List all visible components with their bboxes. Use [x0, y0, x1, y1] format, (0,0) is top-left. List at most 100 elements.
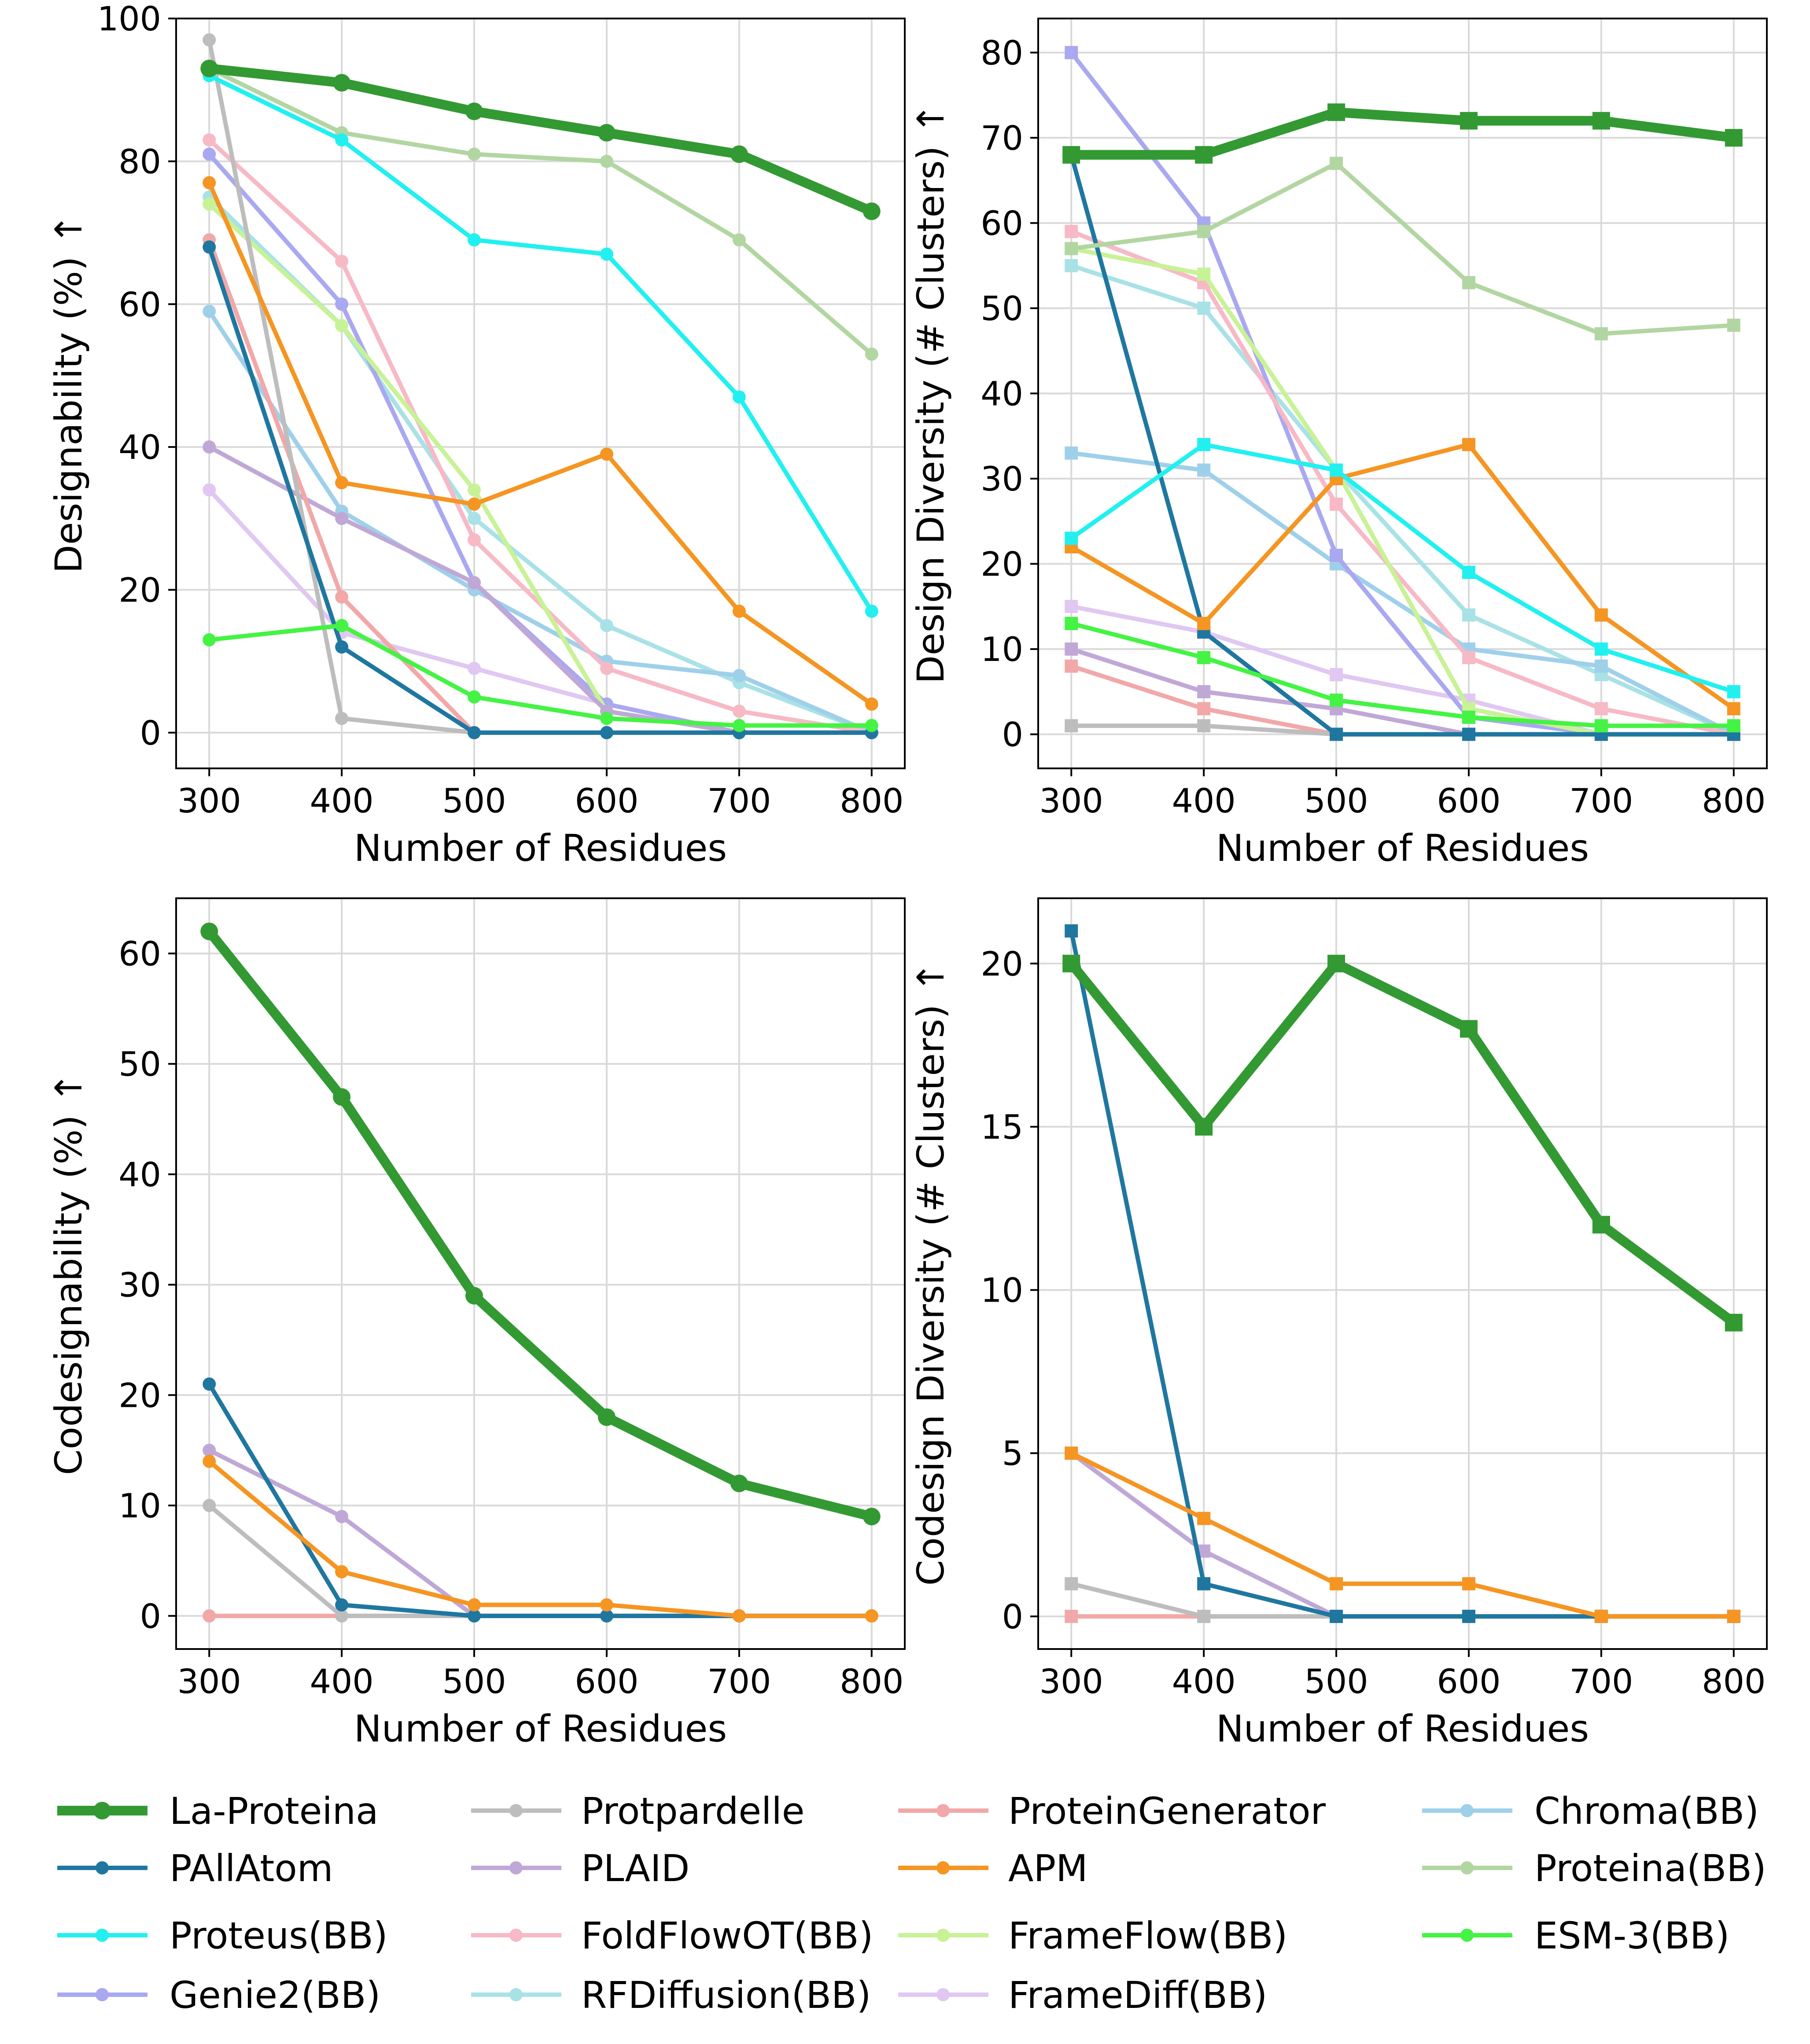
data-point-rfdiff [1197, 301, 1211, 315]
data-point-apm [1462, 1577, 1475, 1590]
data-point-apm [468, 1598, 481, 1612]
legend-item-genie2: Genie2(BB) [57, 1974, 380, 2017]
series-line-la [1066, 959, 1739, 1328]
data-point-apm [732, 1609, 746, 1623]
series-frameflow [203, 197, 878, 739]
data-point-protgen [1065, 1609, 1078, 1623]
data-point-chroma [1594, 659, 1608, 673]
data-point-plaid [203, 440, 216, 454]
legend-item-protgen: ProteinGenerator [898, 1789, 1326, 1833]
data-point-la [1195, 146, 1213, 164]
data-point-esm3 [335, 619, 349, 632]
data-point-framediff [468, 661, 481, 675]
y-tick-label: 10 [981, 630, 1023, 669]
data-point-protpar [1197, 1609, 1211, 1623]
data-point-proteus [1727, 685, 1740, 698]
plot-frame [1037, 897, 1768, 1650]
x-tick-label: 600 [1437, 1662, 1500, 1701]
series-line-palla [1069, 152, 1736, 737]
legend-marker-palla [96, 1861, 109, 1874]
data-point-protgen [203, 1609, 216, 1623]
series-line-apm [207, 1459, 874, 1618]
data-point-la [1460, 112, 1478, 130]
series-line-apm [207, 181, 874, 707]
data-point-plaid [335, 1510, 349, 1524]
data-point-apm [203, 176, 216, 190]
data-point-foldflow [1065, 225, 1078, 238]
data-point-la [863, 1508, 881, 1526]
x-tick-label: 700 [707, 781, 771, 820]
y-tick-label: 50 [981, 289, 1023, 328]
data-point-proteus [600, 247, 613, 261]
x-tick-label: 800 [840, 1662, 903, 1701]
data-point-la [333, 74, 351, 92]
data-point-protpar [1065, 719, 1078, 733]
series-palla [1065, 924, 1740, 1623]
data-point-la [333, 1088, 351, 1106]
data-point-la [465, 102, 483, 120]
data-point-esm3 [1594, 719, 1608, 733]
data-point-la [200, 59, 218, 77]
x-axis-label: Number of Residues [354, 1707, 727, 1750]
x-tick-label: 300 [177, 781, 241, 820]
legend-label-proteina: Proteina(BB) [1534, 1847, 1766, 1890]
legend-label-apm: APM [1008, 1847, 1088, 1890]
data-point-esm3 [1065, 617, 1078, 631]
y-tick-label: 20 [981, 944, 1023, 983]
legend-item-protpar: Protpardelle [471, 1789, 804, 1833]
x-tick-label: 500 [442, 781, 506, 820]
data-point-apm [203, 1454, 216, 1468]
x-tick-label: 300 [1040, 781, 1103, 820]
series-proteina [203, 62, 878, 361]
y-tick-label: 10 [118, 1486, 161, 1525]
data-point-apm [468, 497, 481, 511]
series-line-apm [1069, 442, 1736, 711]
series-line-proteina [1069, 161, 1736, 336]
y-tick-label: 60 [981, 203, 1023, 243]
data-point-esm3 [1727, 719, 1740, 733]
legend-label-genie2: Genie2(BB) [170, 1974, 380, 2017]
series-apm [1065, 438, 1740, 716]
data-point-palla [203, 240, 216, 254]
data-point-frameflow [468, 483, 481, 497]
y-tick-label: 5 [1002, 1434, 1023, 1473]
x-tick-label: 800 [1702, 1662, 1766, 1701]
legend-item-rfdiff: RFDiffusion(BB) [471, 1974, 871, 2017]
data-point-proteina [1594, 327, 1608, 341]
legend-item-framediff: FrameDiff(BB) [898, 1974, 1267, 2017]
legend-marker-rfdiff [509, 1988, 523, 2001]
legend-marker-protgen [936, 1804, 950, 1817]
series-la [200, 59, 881, 220]
data-point-protpar [203, 33, 216, 47]
data-point-proteus [468, 233, 481, 247]
data-point-la [1725, 129, 1743, 147]
legend-label-protpar: Protpardelle [581, 1789, 804, 1833]
data-point-palla [1462, 727, 1475, 741]
chart-panel-4: 300 400 500 600 700 800 0 5 10 15 20 Number of Resi… [909, 897, 1768, 1750]
y-tick-label: 20 [118, 1376, 161, 1415]
data-point-foldflow [1594, 702, 1608, 716]
series-line-proteus [1069, 442, 1736, 694]
y-axis-label: Codesignability (%) ↑ [47, 1072, 90, 1475]
series-genie2 [203, 148, 878, 739]
data-point-la [730, 145, 748, 163]
data-point-apm [1462, 438, 1475, 451]
y-tick-label: 0 [140, 713, 161, 753]
y-tick-label: 30 [118, 1266, 161, 1305]
data-point-framediff [1330, 668, 1343, 682]
data-point-apm [1197, 1512, 1211, 1525]
data-point-protpar [1065, 1577, 1078, 1590]
series-line-esm3 [207, 623, 874, 728]
data-point-apm [865, 1609, 878, 1623]
data-point-proteus [732, 390, 746, 404]
legend-marker-chroma [1460, 1804, 1474, 1817]
data-point-plaid [1065, 642, 1078, 656]
y-tick-label: 0 [140, 1597, 161, 1636]
data-point-plaid [468, 576, 481, 590]
data-point-chroma [1197, 463, 1211, 477]
legend-marker-foldflow [509, 1929, 523, 1942]
x-axis-label: Number of Residues [354, 826, 727, 870]
data-point-esm3 [1462, 710, 1475, 724]
data-point-apm [600, 1598, 613, 1612]
data-point-palla [1197, 1577, 1211, 1590]
